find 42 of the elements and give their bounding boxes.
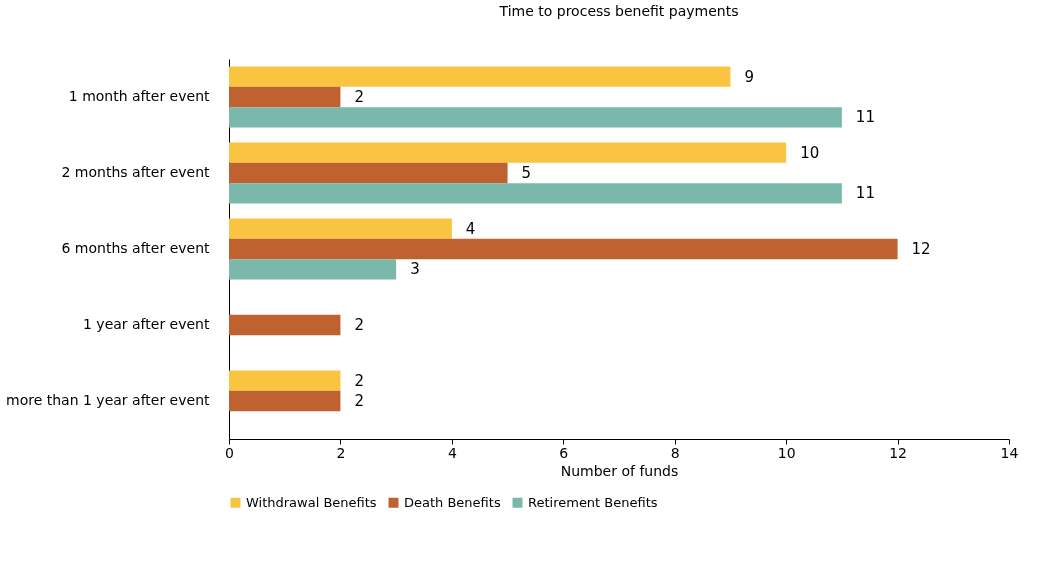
legend-label: Death Benefits: [404, 494, 501, 510]
x-tick-label: 0: [225, 444, 234, 461]
data-label: 2: [354, 392, 364, 410]
data-label: 2: [354, 316, 364, 334]
data-label: 9: [744, 67, 754, 86]
x-axis-title: Number of funds: [560, 462, 679, 479]
x-tick-label: 12: [889, 444, 907, 461]
chart-title: Time to process benefit payments: [498, 3, 739, 19]
x-tick-label: 14: [1000, 444, 1019, 461]
data-label: 10: [800, 143, 820, 162]
data-label: 4: [465, 219, 476, 238]
y-tick-label: 1 year after event: [83, 316, 210, 332]
data-label: 5: [521, 164, 532, 182]
bar: [229, 390, 341, 412]
bar: [229, 218, 452, 239]
bar: [229, 66, 731, 87]
y-tick-label: 2 months after event: [61, 164, 211, 180]
bar: [229, 142, 787, 163]
bar: [229, 314, 341, 336]
data-label: 2: [354, 88, 364, 106]
y-tick-label: 6 months after event: [61, 240, 211, 256]
data-label: 12: [911, 240, 931, 258]
y-tick-label: more than 1 year after event: [6, 392, 211, 408]
data-label: 11: [855, 184, 875, 203]
x-tick-label: 10: [777, 444, 796, 461]
bar: [229, 259, 397, 280]
bar: [229, 107, 842, 128]
bar: [229, 86, 341, 108]
bar: [229, 370, 341, 391]
bar: [229, 162, 508, 184]
data-label: 11: [855, 108, 875, 127]
x-tick-label: 2: [336, 444, 346, 461]
legend-label: Withdrawal Benefits: [246, 494, 377, 510]
x-tick-label: 4: [447, 444, 457, 461]
bar: [229, 238, 898, 260]
x-tick-label: 8: [670, 444, 680, 461]
y-tick-label: 1 month after event: [68, 88, 210, 104]
legend-label: Retirement Benefits: [528, 494, 658, 510]
x-tick-label: 6: [559, 444, 569, 461]
bar: [229, 183, 842, 204]
data-label: 3: [410, 260, 420, 279]
data-label: 2: [354, 371, 364, 390]
